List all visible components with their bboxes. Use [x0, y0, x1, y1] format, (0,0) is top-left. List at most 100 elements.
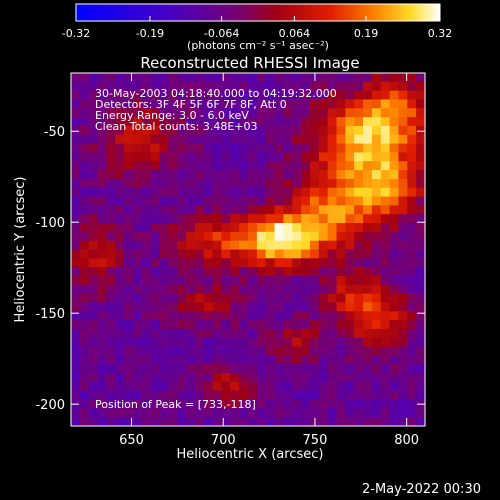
heatmap-cell	[203, 152, 214, 162]
heatmap-cell	[88, 231, 99, 242]
heatmap-cell	[389, 381, 400, 392]
heatmap-cell	[398, 117, 408, 127]
heatmap-cell	[97, 178, 107, 189]
heatmap-cell	[274, 187, 284, 198]
heatmap-cell	[248, 293, 258, 304]
heatmap-cell	[301, 408, 311, 418]
heatmap-cell	[106, 170, 116, 180]
heatmap-cell	[265, 284, 276, 295]
heatmap-cell	[398, 214, 408, 224]
heatmap-cell	[150, 355, 161, 365]
heatmap-cell	[336, 231, 346, 242]
heatmap-cell	[230, 214, 240, 224]
heatmap-cell	[203, 267, 214, 277]
heatmap-cell	[283, 134, 293, 145]
heatmap-cell	[336, 134, 346, 145]
heatmap-cell	[132, 152, 143, 162]
heatmap-cell	[371, 337, 382, 348]
heatmap-cell	[97, 381, 107, 392]
heatmap-cell	[354, 178, 364, 189]
heatmap-cell	[398, 134, 408, 145]
heatmap-cell	[309, 249, 320, 259]
heatmap-cell	[124, 178, 134, 189]
heatmap-cell	[327, 170, 338, 180]
heatmap-cell	[71, 302, 81, 312]
heatmap-cell	[168, 125, 178, 136]
heatmap-cell	[292, 275, 302, 286]
heatmap-cell	[97, 170, 107, 180]
heatmap-cell	[230, 328, 240, 339]
heatmap-cell	[416, 320, 426, 330]
heatmap-cell	[230, 311, 240, 321]
heatmap-cell	[256, 81, 267, 92]
heatmap-cell	[159, 187, 169, 198]
heatmap-cell	[398, 178, 408, 189]
heatmap-cell	[212, 355, 223, 365]
heatmap-cell	[230, 231, 240, 242]
heatmap-cell	[212, 311, 223, 321]
heatmap-cell	[345, 99, 355, 109]
heatmap-cell	[177, 311, 187, 321]
heatmap-cell	[248, 390, 258, 401]
heatmap-cell	[159, 90, 169, 101]
heatmap-cell	[88, 381, 99, 392]
heatmap-cell	[221, 205, 231, 215]
heatmap-cell	[221, 125, 231, 136]
heatmap-cell	[256, 187, 267, 198]
heatmap-cell	[71, 214, 81, 224]
heatmap-cell	[79, 81, 90, 92]
heatmap-cell	[212, 178, 223, 189]
heatmap-cell	[239, 99, 249, 109]
heatmap-cell	[301, 284, 311, 295]
heatmap-cell	[186, 399, 196, 409]
heatmap-cell	[274, 170, 284, 180]
heatmap-cell	[159, 267, 169, 277]
heatmap-cell	[150, 223, 161, 233]
heatmap-cell	[371, 373, 382, 383]
heatmap-cell	[141, 108, 152, 118]
heatmap-cell	[186, 240, 196, 251]
heatmap-cell	[345, 214, 355, 224]
heatmap-cell	[168, 73, 178, 83]
heatmap-cell	[345, 381, 355, 392]
heatmap-cell	[115, 170, 125, 180]
heatmap-cell	[398, 399, 408, 409]
heatmap-cell	[88, 205, 99, 215]
heatmap-cell	[79, 90, 90, 101]
heatmap-cell	[380, 214, 391, 224]
heatmap-cell	[256, 373, 267, 383]
heatmap-cell	[371, 73, 382, 83]
heatmap-cell	[318, 381, 329, 392]
heatmap-cell	[194, 125, 205, 136]
heatmap-cell	[203, 170, 214, 180]
heatmap-cell	[371, 90, 382, 101]
heatmap-cell	[416, 205, 426, 215]
heatmap-cell	[283, 196, 293, 206]
heatmap-cell	[380, 346, 391, 356]
heatmap-cell	[124, 108, 134, 118]
heatmap-cell	[345, 187, 355, 198]
heatmap-cell	[256, 196, 267, 206]
heatmap-cell	[212, 108, 223, 118]
heatmap-cell	[88, 178, 99, 189]
heatmap-cell	[97, 364, 107, 374]
heatmap-cell	[318, 258, 329, 268]
heatmap-cell	[327, 134, 338, 145]
heatmap-cell	[274, 161, 284, 171]
heatmap-cell	[336, 302, 346, 312]
heatmap-cell	[407, 302, 417, 312]
heatmap-cell	[318, 399, 329, 409]
heatmap-cell	[97, 223, 107, 233]
heatmap-cell	[115, 293, 125, 304]
heatmap-cell	[407, 125, 417, 136]
heatmap-cell	[132, 258, 143, 268]
heatmap-cell	[363, 373, 373, 383]
heatmap-cell	[150, 373, 161, 383]
heatmap-cell	[141, 267, 152, 277]
heatmap-cell	[327, 302, 338, 312]
heatmap-cell	[141, 205, 152, 215]
heatmap-cell	[336, 399, 346, 409]
heatmap-cell	[150, 231, 161, 242]
heatmap-cell	[132, 249, 143, 259]
heatmap-cell	[177, 205, 187, 215]
